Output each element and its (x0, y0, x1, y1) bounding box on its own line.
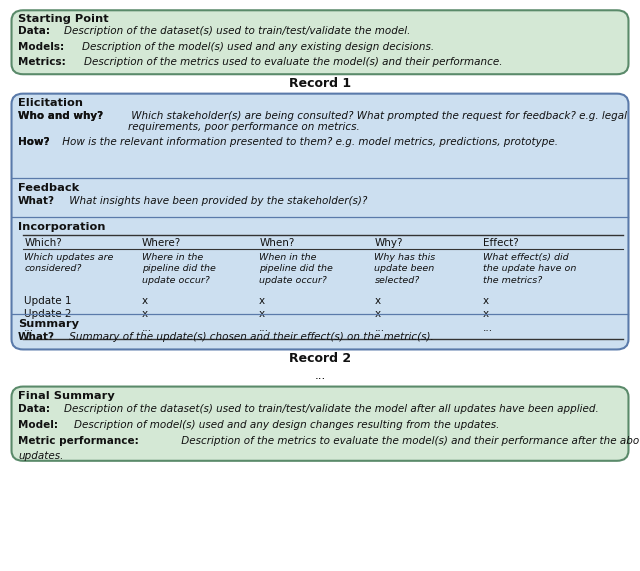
Text: Description of model(s) used and any design changes resulting from the updates.: Description of model(s) used and any des… (74, 420, 500, 430)
Text: What?: What? (18, 196, 55, 206)
Text: Where in the
pipeline did the
update occur?: Where in the pipeline did the update occ… (142, 253, 216, 285)
Text: ...: ... (374, 323, 385, 333)
Text: x: x (374, 296, 381, 306)
Text: Elicitation: Elicitation (18, 98, 83, 108)
Text: ...: ... (483, 323, 493, 333)
Text: What insights have been provided by the stakeholder(s)?: What insights have been provided by the … (66, 196, 367, 206)
Text: How?: How? (18, 137, 49, 147)
Text: Where?: Where? (142, 238, 181, 248)
Text: What?: What? (18, 332, 55, 342)
FancyBboxPatch shape (12, 94, 628, 349)
Text: Which?: Which? (24, 238, 62, 248)
Text: Record 2: Record 2 (289, 352, 351, 365)
Text: ...: ... (142, 323, 152, 333)
Text: What effect(s) did
the update have on
the metrics?: What effect(s) did the update have on th… (483, 253, 577, 285)
Text: Incorporation: Incorporation (18, 222, 106, 232)
Text: Effect?: Effect? (483, 238, 519, 248)
Text: Which updates are
considered?: Which updates are considered? (24, 253, 114, 274)
Text: Description of the metrics used to evaluate the model(s) and their performance.: Description of the metrics used to evalu… (84, 57, 502, 67)
Text: Description of the dataset(s) used to train/test/validate the model.: Description of the dataset(s) used to tr… (64, 26, 410, 37)
Text: Data:: Data: (18, 26, 54, 37)
Text: x: x (374, 309, 381, 320)
Text: Update 1: Update 1 (24, 296, 72, 306)
Text: Description of the dataset(s) used to train/test/validate the model after all up: Description of the dataset(s) used to tr… (64, 404, 598, 414)
Text: x: x (483, 309, 490, 320)
FancyBboxPatch shape (12, 387, 628, 461)
Text: x: x (259, 296, 266, 306)
Text: x: x (142, 309, 148, 320)
Text: x: x (142, 296, 148, 306)
Text: Final Summary: Final Summary (18, 391, 115, 401)
Text: How?: How? (18, 137, 49, 147)
Text: Update 2: Update 2 (24, 309, 72, 320)
Text: When in the
pipeline did the
update occur?: When in the pipeline did the update occu… (259, 253, 333, 285)
Text: Model:: Model: (18, 420, 61, 430)
Text: Description of the model(s) used and any existing design decisions.: Description of the model(s) used and any… (82, 42, 434, 52)
Text: Why?: Why? (374, 238, 403, 248)
Text: When?: When? (259, 238, 294, 248)
FancyBboxPatch shape (12, 10, 628, 74)
Text: Summary: Summary (18, 319, 79, 329)
Text: Metrics:: Metrics: (18, 57, 69, 67)
Text: How is the relevant information presented to them? e.g. model metrics, predictio: How is the relevant information presente… (59, 137, 557, 147)
Text: Feedback: Feedback (18, 183, 79, 194)
Text: Description of the metrics to evaluate the model(s) and their performance after : Description of the metrics to evaluate t… (179, 436, 640, 446)
Text: Record 1: Record 1 (289, 77, 351, 90)
Text: Why has this
update been
selected?: Why has this update been selected? (374, 253, 436, 285)
Text: ...: ... (314, 369, 326, 383)
Text: Summary of the update(s) chosen and their effect(s) on the metric(s).: Summary of the update(s) chosen and thei… (66, 332, 433, 342)
Text: updates.: updates. (18, 451, 63, 461)
Text: Starting Point: Starting Point (18, 14, 109, 25)
Text: ...: ... (259, 323, 269, 333)
Text: x: x (259, 309, 266, 320)
Text: x: x (483, 296, 490, 306)
Text: Who and why?: Who and why? (18, 111, 103, 121)
Text: Which stakeholder(s) are being consulted? What prompted the request for feedback: Which stakeholder(s) are being consulted… (128, 111, 627, 132)
Text: ...: ... (24, 323, 35, 333)
Text: Metric performance:: Metric performance: (18, 436, 142, 446)
Text: Data:: Data: (18, 404, 54, 414)
Text: Who and why?: Who and why? (18, 111, 103, 121)
Text: Models:: Models: (18, 42, 68, 52)
